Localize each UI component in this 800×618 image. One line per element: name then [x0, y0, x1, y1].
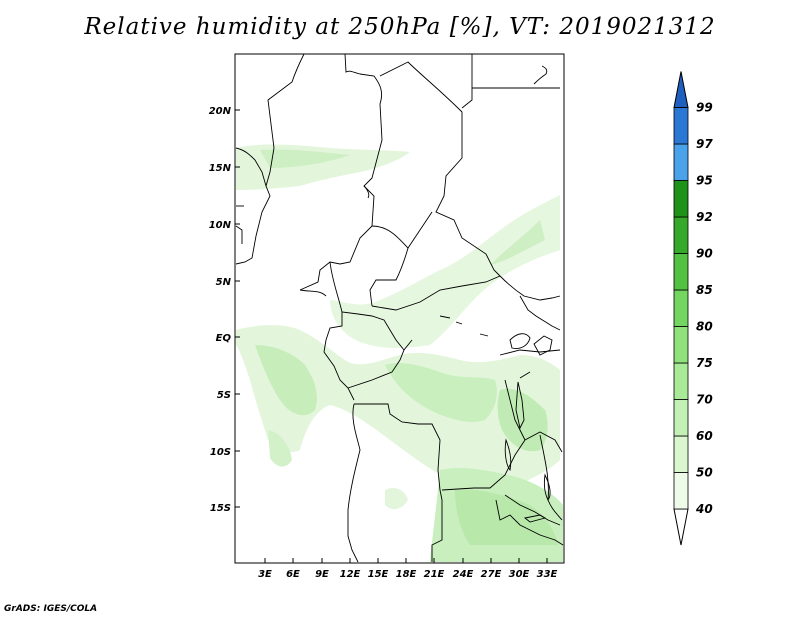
lakes	[363, 65, 553, 523]
grads-credit: GrADS: IGES/COLA	[4, 604, 98, 614]
lat-label: EQ	[216, 333, 232, 344]
colorbar: 40 50 60 70 75 80 85 90 92 95 97 99	[673, 71, 713, 546]
map-panel: 20N 15N 10N 5N EQ 5S 10S 15S 3E 6E 9E 12…	[209, 53, 565, 580]
colorbar-bin	[673, 508, 689, 546]
latitude-labels: 20N 15N 10N 5N EQ 5S 10S 15S	[209, 106, 232, 514]
lon-label: 27E	[481, 569, 502, 580]
colorbar-bin	[673, 143, 689, 181]
lat-label: 5S	[217, 390, 231, 401]
lon-label: 33E	[537, 569, 558, 580]
colorbar-label: 75	[696, 356, 713, 370]
colorbar-bin	[673, 107, 689, 145]
lon-label: 3E	[258, 569, 272, 580]
lat-label: 15N	[209, 163, 232, 174]
colorbar-bin	[673, 326, 689, 364]
colorbar-bin	[673, 180, 689, 218]
lon-label: 30E	[509, 569, 530, 580]
colorbar-bin	[673, 253, 689, 291]
lat-label: 20N	[209, 106, 232, 117]
lat-label: 15S	[210, 503, 231, 514]
map-title: Relative humidity at 250hPa [%], VT: 201…	[84, 14, 716, 40]
colorbar-label: 70	[696, 393, 713, 407]
country-borders	[235, 53, 564, 563]
lat-label: 10S	[210, 447, 231, 458]
lon-label: 24E	[453, 569, 474, 580]
colorbar-label: 97	[696, 137, 713, 151]
colorbar-bin	[673, 472, 689, 510]
colorbar-bin	[673, 71, 689, 108]
colorbar-labels: 40 50 60 70 75 80 85 90 92 95 97 99	[695, 101, 713, 517]
colorbar-bin	[673, 435, 689, 473]
colorbar-label: 40	[695, 502, 713, 516]
colorbar-label: 85	[696, 283, 713, 297]
lon-label: 9E	[315, 569, 329, 580]
axis-ticks	[235, 109, 548, 563]
colorbar-label: 80	[696, 320, 713, 334]
colorbar-bin	[673, 362, 689, 400]
lon-label: 21E	[424, 569, 445, 580]
lon-label: 15E	[368, 569, 389, 580]
colorbar-label: 99	[696, 101, 713, 115]
colorbar-label: 60	[696, 429, 713, 443]
lat-label: 5N	[216, 277, 232, 288]
colorbar-label: 92	[696, 210, 713, 224]
longitude-labels: 3E 6E 9E 12E 15E 18E 21E 24E 27E 30E 33E	[258, 569, 557, 580]
lon-label: 12E	[340, 569, 361, 580]
colorbar-segments	[673, 71, 689, 546]
colorbar-label: 90	[696, 247, 713, 261]
lat-label: 10N	[209, 220, 232, 231]
colorbar-bin	[673, 216, 689, 254]
colorbar-bin	[673, 289, 689, 327]
lon-label: 6E	[286, 569, 300, 580]
lon-label: 18E	[396, 569, 417, 580]
colorbar-label: 50	[696, 466, 713, 480]
colorbar-label: 95	[696, 174, 713, 188]
colorbar-bin	[673, 399, 689, 437]
humidity-shading	[236, 144, 563, 562]
